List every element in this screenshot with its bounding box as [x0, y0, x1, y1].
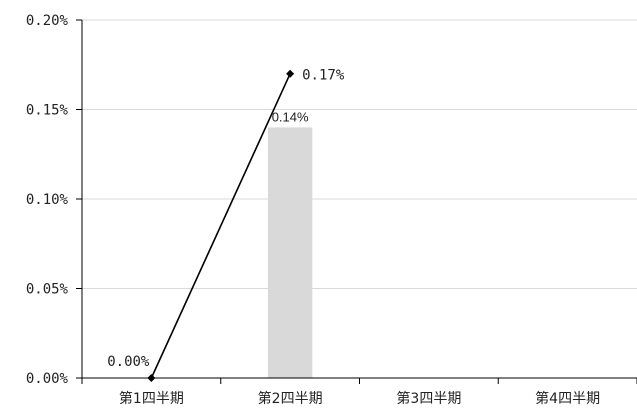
line-data-label: 0.17%: [302, 68, 345, 84]
y-tick-label: 0.15%: [26, 103, 69, 119]
axes: [76, 19, 637, 384]
x-category-label: 第4四半期: [535, 390, 600, 407]
line-series: [147, 69, 295, 382]
x-category-label: 第3四半期: [396, 390, 461, 407]
line-point-marker: [147, 374, 156, 382]
line-data-label: 0.00%: [107, 354, 150, 370]
x-category-label: 第1四半期: [119, 390, 184, 407]
bar-series: [267, 127, 313, 379]
gridlines: [82, 19, 637, 289]
y-tick-label: 0.00%: [26, 371, 69, 387]
x-category-label: 第2四半期: [258, 390, 323, 407]
line-series-path: [150, 73, 291, 379]
data-labels: 0.14% 0.00% 0.17%: [107, 68, 345, 370]
y-tick-label: 0.20%: [26, 13, 69, 29]
x-category-labels: 第1四半期 第2四半期 第3四半期 第4四半期: [119, 390, 600, 407]
bar: [267, 127, 313, 379]
y-tick-labels: 0.00% 0.05% 0.10% 0.15% 0.20%: [26, 13, 69, 387]
y-tick-label: 0.10%: [26, 192, 69, 208]
bar-data-label: 0.14%: [272, 109, 309, 124]
line-point-marker: [286, 69, 295, 78]
y-tick-label: 0.05%: [26, 282, 69, 298]
